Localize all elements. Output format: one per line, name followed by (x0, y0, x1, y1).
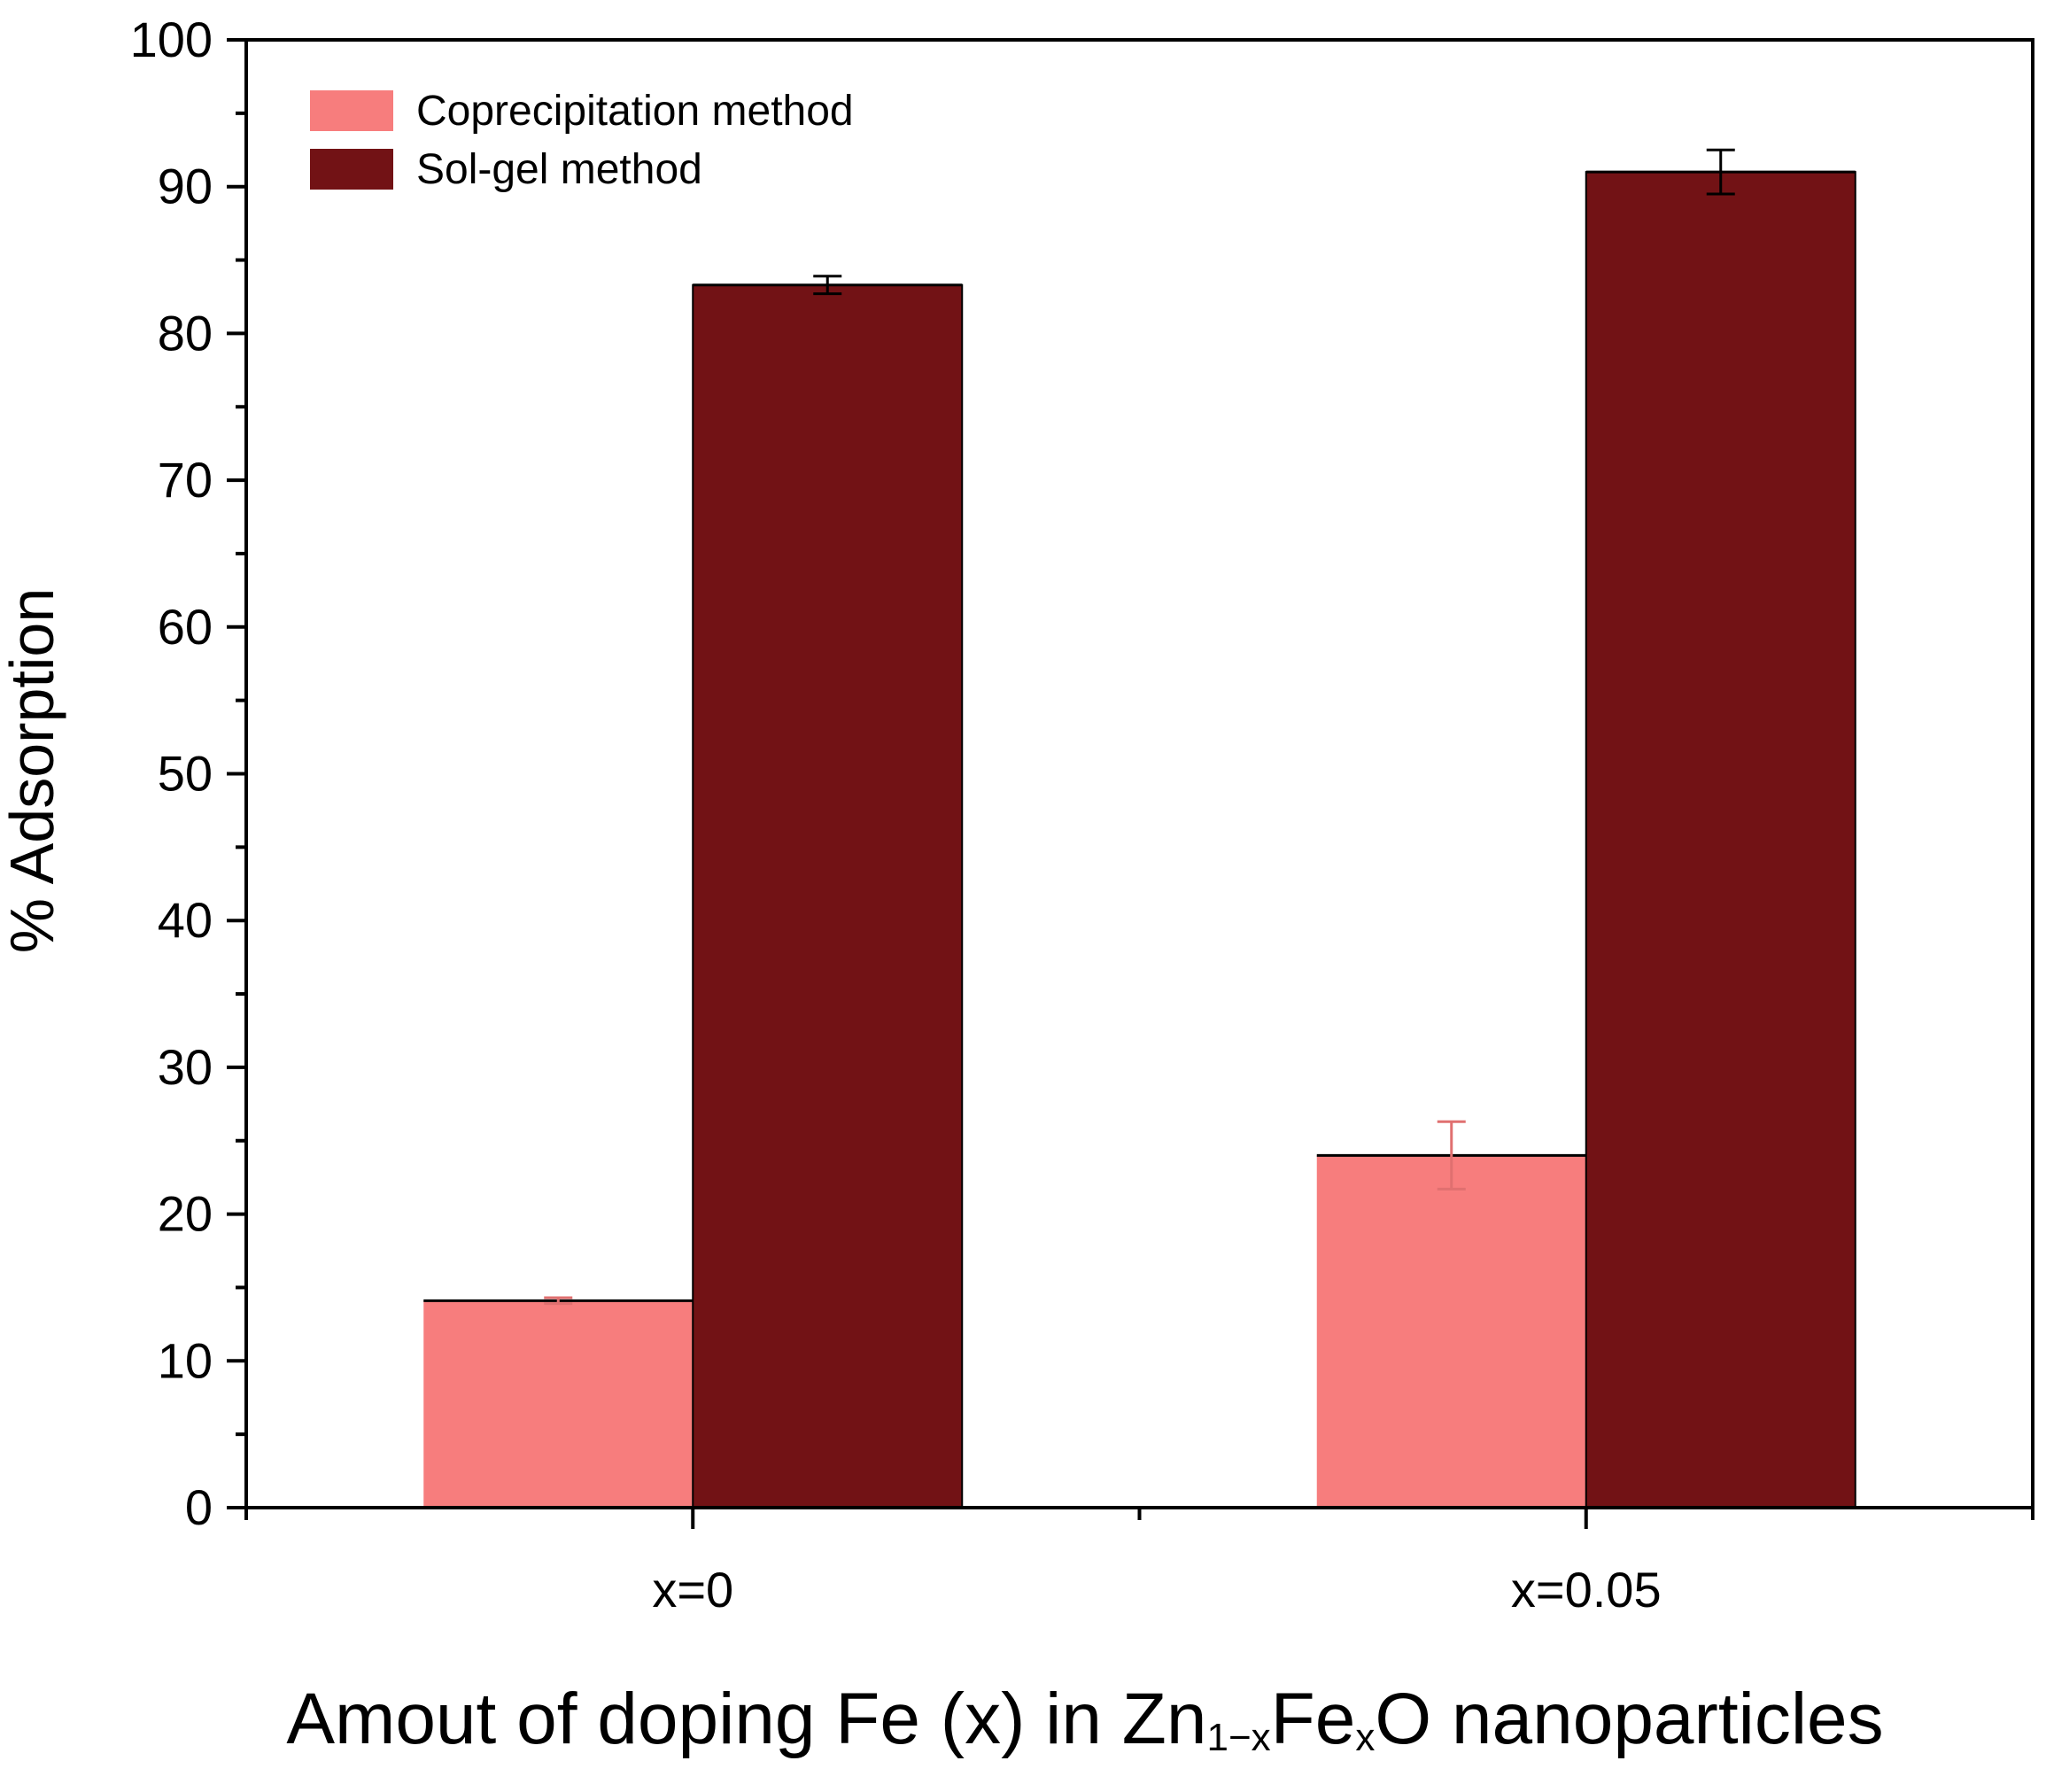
x-axis-ticks: x=0 x=0.05 (244, 1508, 2034, 1617)
x-tick-label: x=0.05 (1511, 1562, 1662, 1617)
y-axis-label: % Adsorption (0, 588, 66, 953)
y-tick-label: 40 (158, 892, 213, 948)
bar (692, 283, 964, 1509)
x-axis-label-subscript: 1−x (1206, 1716, 1270, 1759)
legend-swatch (310, 90, 393, 131)
bars-layer (423, 170, 1856, 1509)
y-tick-label: 0 (185, 1479, 213, 1535)
bar (1585, 171, 1856, 1509)
y-tick-label: 80 (158, 305, 213, 361)
x-tick-label: x=0 (652, 1562, 733, 1617)
x-axis-label-part: Fe (1271, 1679, 1356, 1759)
legend: Coprecipitation method Sol-gel method (310, 88, 854, 193)
legend-label: Coprecipitation method (416, 88, 854, 135)
y-tick-label: 10 (158, 1332, 213, 1388)
y-tick-label: 100 (130, 12, 213, 67)
legend-label: Sol-gel method (416, 146, 702, 193)
y-tick-label: 60 (158, 599, 213, 655)
x-axis-label-part: Amout of doping Fe (x) in Zn (286, 1679, 1206, 1759)
x-axis-label: Amout of doping Fe (x) in Zn1−xFexO nano… (286, 1679, 1883, 1759)
y-axis-ticks: 0 10 20 30 40 50 60 70 80 90 100 (130, 12, 246, 1535)
y-tick-label: 90 (158, 159, 213, 214)
y-tick-label: 70 (158, 452, 213, 508)
error-bars-layer (544, 148, 1735, 1306)
bar (1316, 1155, 1586, 1508)
bar (423, 1300, 694, 1508)
y-tick-label: 30 (158, 1039, 213, 1095)
y-tick-label: 20 (158, 1186, 213, 1242)
x-axis-label-part: O nanoparticles (1375, 1679, 1883, 1759)
legend-swatch (310, 149, 393, 190)
x-axis-label-subscript: x (1355, 1716, 1375, 1759)
y-tick-label: 50 (158, 746, 213, 802)
